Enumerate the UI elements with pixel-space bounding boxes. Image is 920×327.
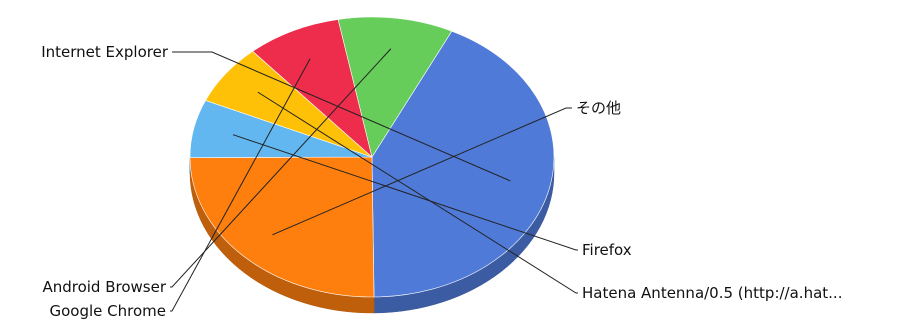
slice-label-firefox: Firefox (582, 241, 632, 259)
slice-label-google-chrome: Google Chrome (50, 302, 167, 320)
leader-line-firefox (232, 134, 578, 251)
slice-label-internet-explorer: Internet Explorer (41, 43, 169, 61)
leader-line-google-chrome (170, 58, 311, 312)
leader-line-other (272, 107, 572, 236)
slice-google-chrome[interactable] (252, 19, 373, 158)
slice-other[interactable] (189, 156, 375, 298)
slice-labels: Internet Explorer その他 Firefox Hatena Antenn… (41, 43, 842, 320)
slice-label-hatena-antenna-0-5-http-a-hat: Hatena Antenna/0.5 (http://a.hat... (582, 284, 842, 302)
slice-android-browser[interactable] (337, 16, 453, 158)
slice-internet-explorer[interactable] (371, 30, 555, 298)
leader-line-internet-explorer (172, 51, 511, 182)
leader-line-hatena-antenna-0-5-http-a-hat (257, 91, 578, 294)
slice-label-other: その他 (576, 99, 621, 117)
slice-label-android-browser: Android Browser (42, 278, 166, 296)
leader-line-android-browser (170, 48, 392, 288)
pie-slices (189, 16, 555, 298)
